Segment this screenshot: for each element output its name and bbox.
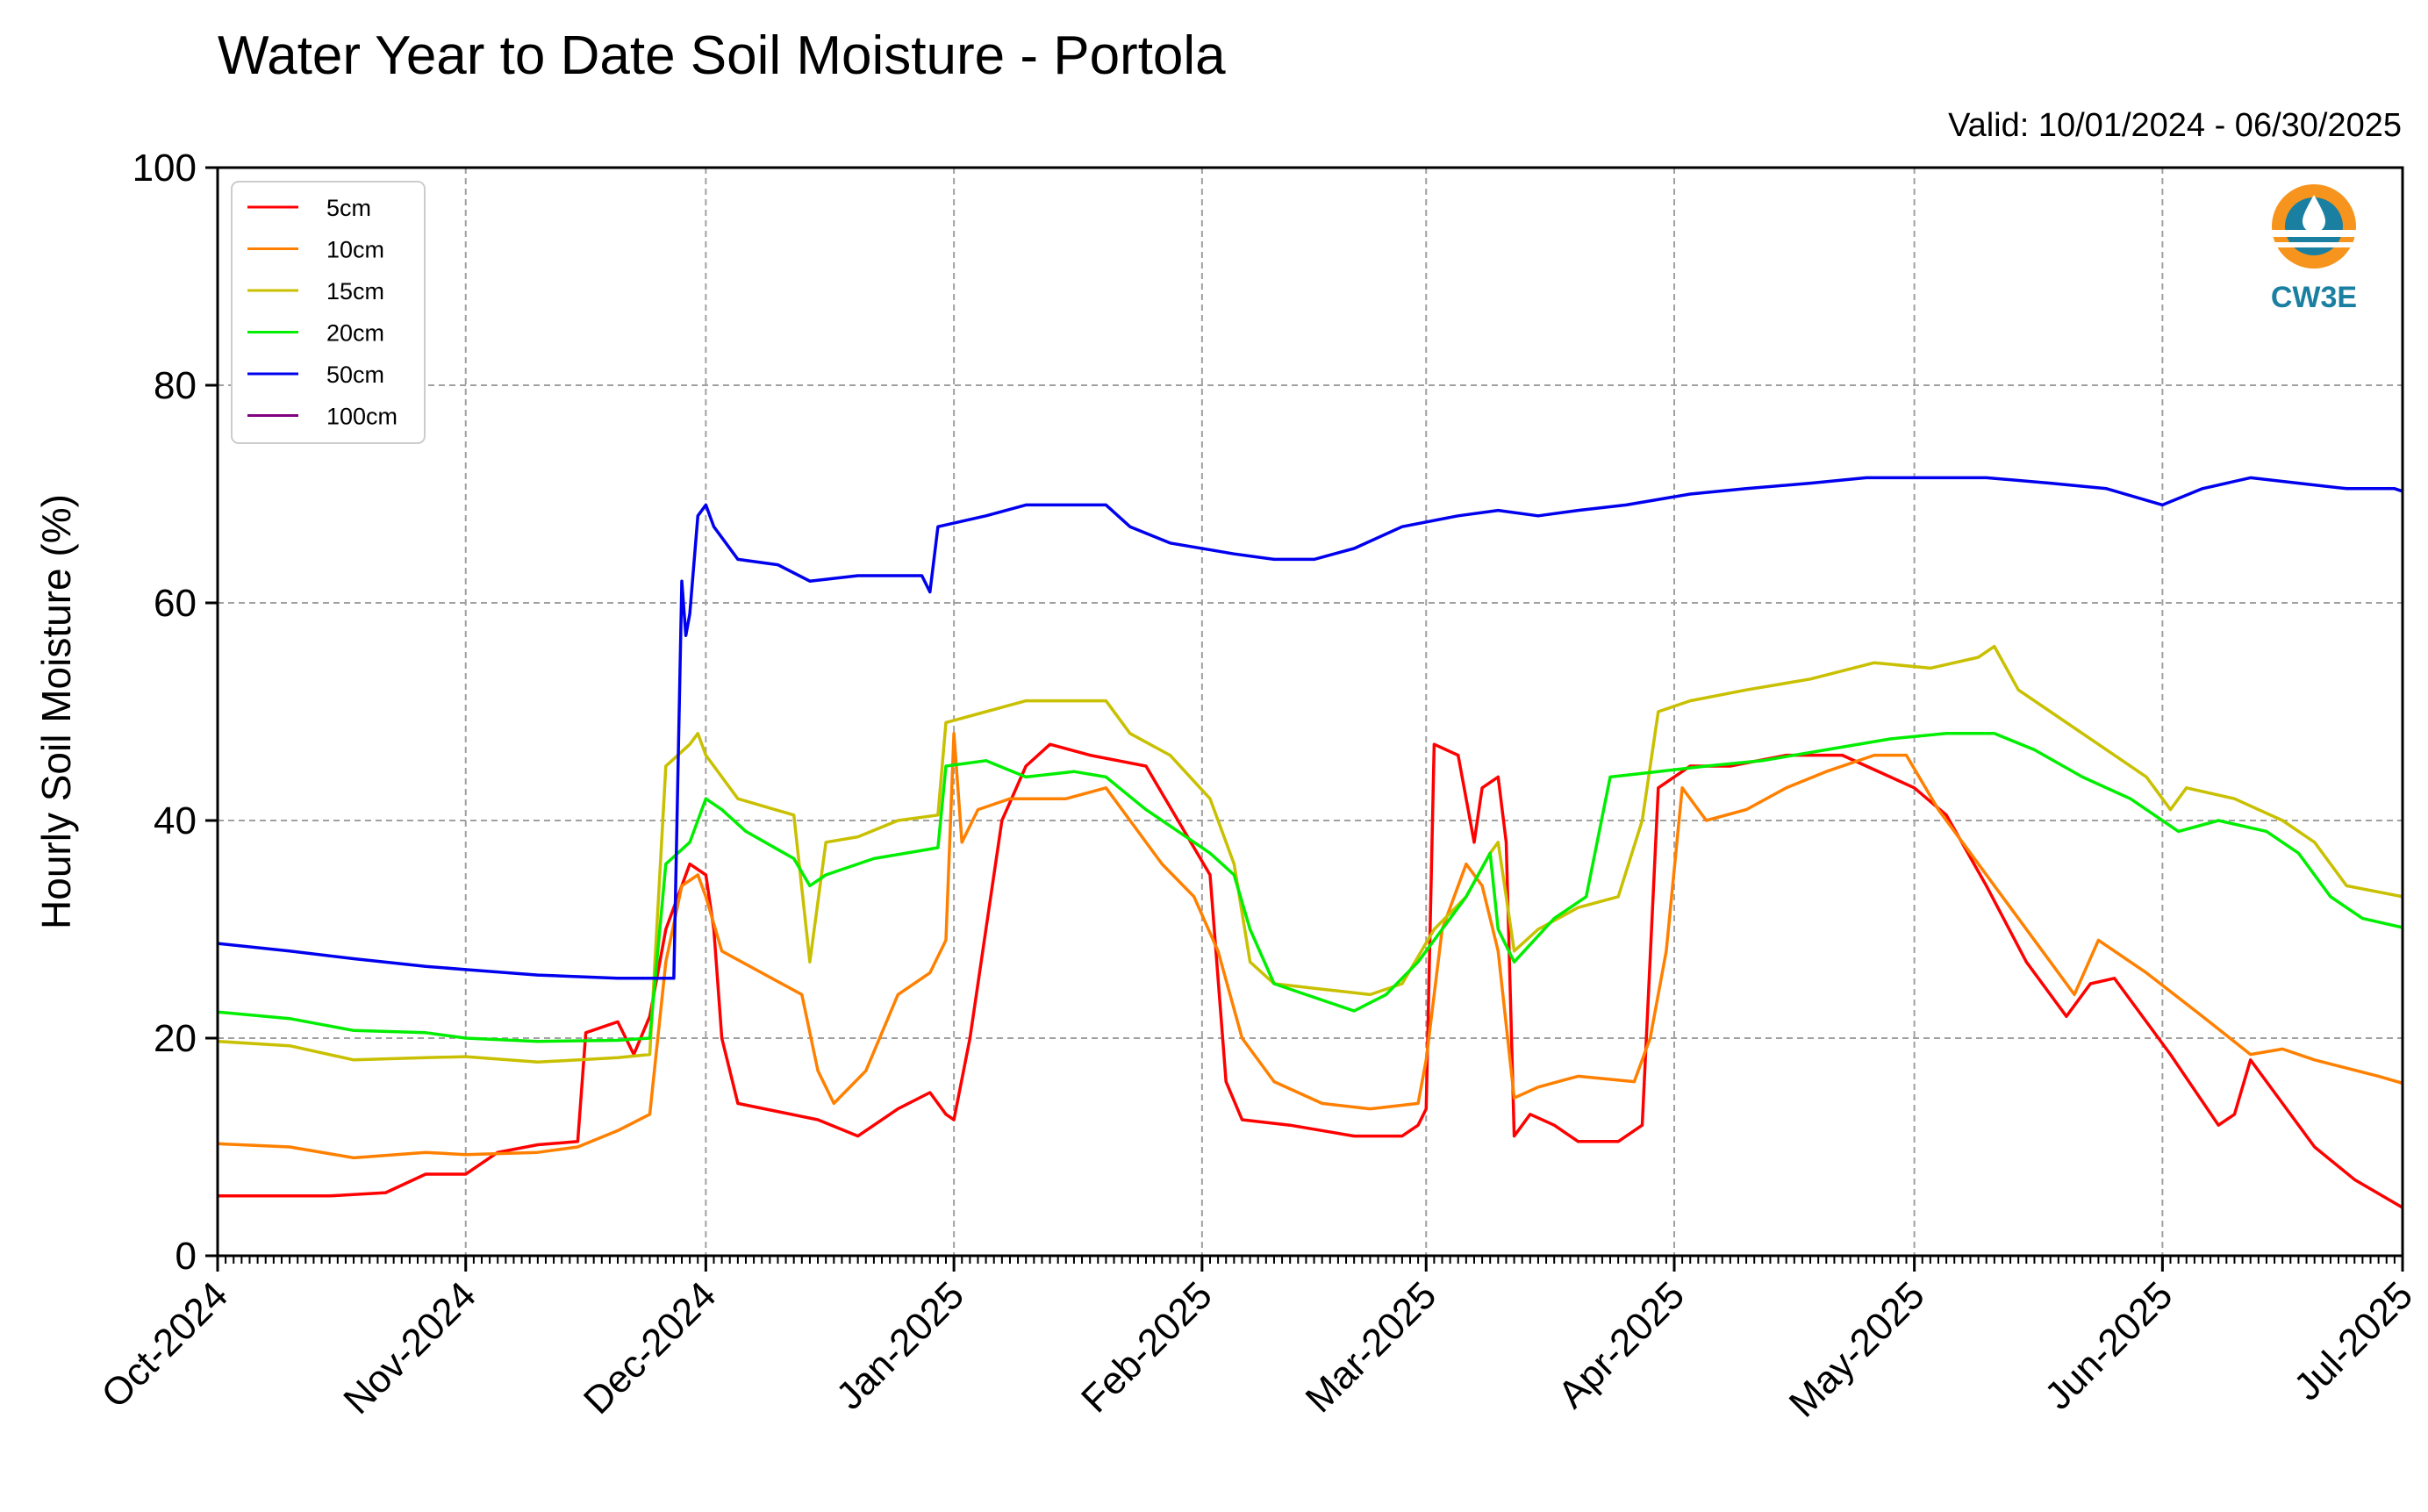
legend-label-50cm: 50cm	[326, 362, 384, 388]
grid-layer	[218, 168, 2403, 1256]
y-tick-label: 100	[133, 147, 197, 190]
x-minor-ticks	[217, 1256, 2403, 1264]
y-tick-label: 60	[154, 582, 197, 625]
y-tick-label: 20	[154, 1017, 197, 1060]
x-tick-label: Jul-2025	[2286, 1273, 2421, 1408]
water-drop-icon	[2303, 195, 2325, 233]
y-tick-label: 0	[175, 1235, 197, 1278]
legend-frame	[231, 181, 426, 444]
x-tick-label: Feb-2025	[1073, 1273, 1221, 1421]
series-line-20cm	[218, 732, 2403, 1043]
chart-title: Water Year to Date Soil Moisture - Porto…	[218, 25, 1226, 86]
cw3e-logo: CW3E	[2271, 184, 2357, 314]
legend-label-20cm: 20cm	[326, 320, 384, 347]
plot-frame	[216, 166, 2404, 1258]
legend-label-5cm: 5cm	[326, 195, 371, 221]
logo-water-band	[2272, 242, 2356, 247]
plot-layer	[218, 476, 2403, 1210]
y-axis-label: Hourly Soil Moisture (%)	[33, 494, 79, 929]
x-tick-label: Oct-2024	[93, 1273, 236, 1416]
y-tick-label: 40	[154, 799, 197, 842]
series-line-5cm	[218, 742, 2403, 1210]
axis-layer: 0 20 40 60 80 100 Oct-2024 Nov-2024 Dec-2024 Jan-…	[93, 147, 2421, 1425]
legend-label-100cm: 100cm	[326, 404, 398, 430]
x-tick-label: Mar-2025	[1298, 1273, 1445, 1421]
series-line-15cm	[218, 644, 2403, 1064]
logo-water-band	[2272, 230, 2356, 237]
y-tick-label: 80	[154, 364, 197, 407]
series-line-10cm	[218, 732, 2403, 1160]
logo-text: CW3E	[2271, 281, 2357, 314]
x-tick-label: May-2025	[1781, 1273, 1933, 1425]
legend: 5cm 10cm 15cm 20cm 50cm 100cm	[231, 181, 426, 444]
series-line-50cm	[218, 476, 2403, 980]
x-tick-label: Jun-2025	[2037, 1273, 2181, 1417]
x-tick-label: Nov-2024	[335, 1273, 484, 1422]
legend-label-15cm: 15cm	[326, 278, 384, 305]
valid-date-range: Valid: 10/01/2024 - 06/30/2025	[1948, 107, 2402, 144]
x-tick-label: Jan-2025	[828, 1273, 972, 1417]
legend-label-10cm: 10cm	[326, 237, 384, 263]
x-tick-label: Dec-2024	[576, 1273, 725, 1422]
x-tick-label: Apr-2025	[1550, 1273, 1693, 1416]
